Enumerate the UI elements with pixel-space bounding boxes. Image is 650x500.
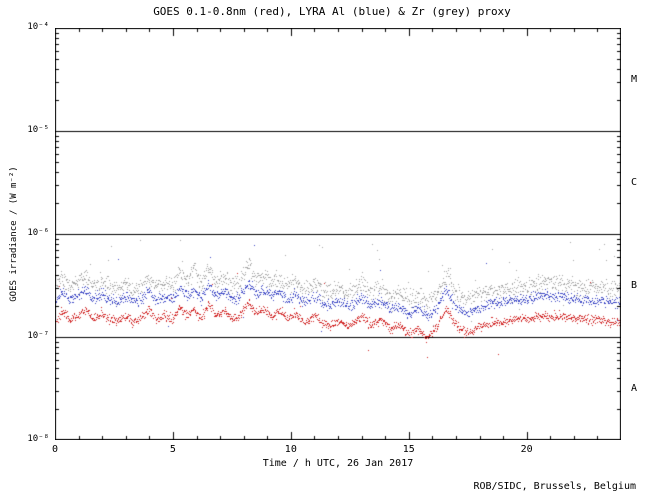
x-tick-label: 5 bbox=[169, 444, 176, 455]
y-tick-label: 10⁻⁶ bbox=[27, 228, 49, 238]
y-tick-label: 10⁻⁷ bbox=[27, 331, 49, 341]
y-tick-labels: 10⁻⁴ 10⁻⁵ 10⁻⁶ 10⁻⁷ 10⁻⁸ bbox=[0, 0, 52, 500]
plot-canvas bbox=[55, 28, 621, 440]
credit-text: ROB/SIDC, Brussels, Belgium bbox=[473, 481, 636, 492]
y-tick-label: 10⁻⁵ bbox=[27, 125, 49, 135]
flare-class-label: A bbox=[631, 382, 638, 394]
y-tick-label: 10⁻⁸ bbox=[27, 434, 49, 444]
flare-class-label: M bbox=[631, 73, 638, 85]
x-tick-label: 10 bbox=[284, 444, 297, 455]
x-tick-label: 20 bbox=[520, 444, 533, 455]
flare-class-label: B bbox=[631, 279, 638, 291]
flare-class-label: C bbox=[631, 176, 638, 188]
x-tick-labels: 0 5 10 15 20 bbox=[0, 444, 650, 458]
x-tick-label: 0 bbox=[51, 444, 59, 455]
x-axis-label: Time / h UTC, 26 Jan 2017 bbox=[262, 458, 414, 469]
chart-title: GOES 0.1-0.8nm (red), LYRA Al (blue) & Z… bbox=[153, 5, 511, 18]
x-tick-label: 15 bbox=[402, 444, 415, 455]
y-tick-label: 10⁻⁴ bbox=[27, 22, 49, 32]
